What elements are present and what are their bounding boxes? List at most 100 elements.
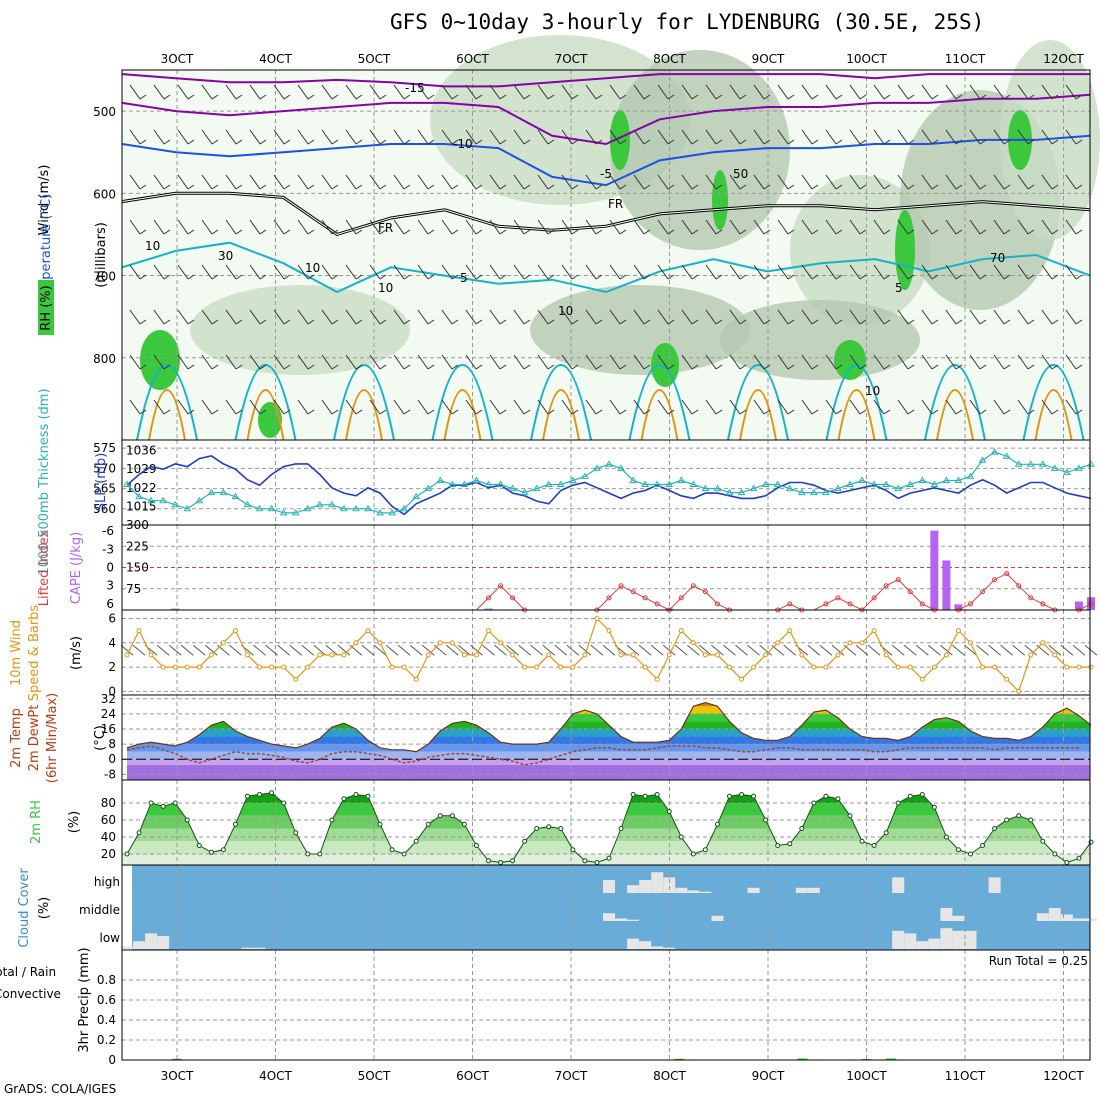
wind-marker (654, 676, 660, 682)
wind-barb (249, 219, 261, 235)
run-total-label: Run Total = 0.25 (989, 954, 1088, 968)
rh-marker (666, 809, 672, 814)
wind-barb (441, 129, 453, 145)
freezing-label: FR (378, 221, 393, 235)
wind10m-barb (180, 644, 194, 656)
wind-barb-flag (595, 139, 603, 145)
thickness-marker (472, 476, 481, 483)
thickness-marker (990, 448, 999, 455)
lifted-marker (1028, 595, 1034, 601)
wind-barb (993, 309, 1005, 325)
rh-marker (727, 793, 732, 799)
wind-barb (897, 309, 909, 325)
wind-barb (129, 174, 141, 190)
thickness-marker (942, 476, 951, 483)
temp-contour-label: 10 (558, 304, 573, 318)
wind-marker (437, 640, 443, 646)
wind-barb (1017, 264, 1029, 280)
wind-barb (441, 309, 453, 325)
wind-barb (849, 219, 861, 235)
lifted-tick: -6 (102, 524, 114, 538)
thickness-marker (785, 484, 794, 492)
wind-marker (919, 676, 925, 682)
wind10m-barb (674, 644, 688, 656)
wind-barb-flag (955, 139, 963, 145)
rh-axis-label: RH (%) (39, 285, 54, 330)
wind-barb (561, 129, 573, 145)
lifted-marker (823, 601, 829, 607)
wind-barb (345, 399, 357, 415)
wind-barb (897, 354, 909, 370)
wind-barb-flag (931, 364, 939, 370)
wind-barb (417, 219, 429, 235)
wind-barb (225, 399, 237, 415)
wind-barb (825, 399, 837, 415)
wind-barb (1017, 399, 1029, 415)
wind-barb (369, 309, 381, 325)
wind-barb (273, 129, 285, 145)
wind-barb (201, 399, 213, 415)
wind-barb-flag (1051, 184, 1059, 190)
wind-barb-flag (235, 409, 243, 415)
rh-marker (931, 804, 937, 810)
rh-marker (1028, 817, 1034, 823)
wind-barb (561, 84, 573, 100)
thickness-marker (219, 488, 228, 496)
thickness-marker (1026, 460, 1035, 467)
wind-barb (393, 264, 405, 280)
lifted-marker (895, 577, 901, 583)
rh-shading (790, 175, 930, 325)
bottom-date-label: 8OCT (653, 1069, 686, 1083)
wind-barb (945, 354, 957, 370)
wind-barb-flag (883, 229, 891, 235)
precip-tick: 0.4 (97, 1013, 116, 1027)
wind-barb-flag (211, 139, 219, 145)
wind-barb-flag (427, 139, 435, 145)
rh-marker (377, 821, 383, 827)
wind10m-barb (976, 644, 989, 656)
wind-barb (705, 399, 717, 415)
rh-marker (546, 824, 552, 830)
slp-tick: 1036 (126, 444, 157, 458)
lifted-marker (968, 601, 973, 607)
wind-barb-flag (139, 364, 147, 370)
top-date-label: 5OCT (358, 52, 391, 66)
wind-barb-flag (259, 139, 267, 145)
wind-barb-flag (883, 364, 891, 370)
wind-barb (321, 399, 333, 415)
wind-barb (777, 129, 789, 145)
wind-marker (558, 664, 564, 670)
wind-barb (129, 219, 141, 235)
cloud-bar (651, 872, 664, 893)
wind-barb (441, 354, 453, 370)
wind-barb (873, 84, 885, 100)
wind-barb-flag (1051, 364, 1059, 370)
wind-barb (297, 354, 309, 370)
wind-barb-flag (211, 364, 219, 370)
wind-barb (825, 129, 837, 145)
thickness-tick: 560 (93, 502, 116, 516)
wind-barb (873, 264, 885, 280)
temp-contour-minus15 (121, 73, 1090, 88)
wind-barb-flag (379, 409, 387, 415)
wind-barb-flag (1003, 184, 1011, 190)
wind-barb-flag (307, 94, 315, 100)
thickness-marker (846, 480, 854, 488)
wind10m-barb (361, 644, 375, 656)
wind-barb-flag (163, 229, 171, 235)
wind10m-barb (590, 644, 604, 656)
wind10m-barb (662, 644, 676, 656)
rh-marker (425, 821, 431, 827)
wind-marker (642, 664, 648, 670)
wind-barb (753, 129, 765, 145)
wind-barb (753, 84, 765, 100)
wind10m-barb (229, 644, 242, 656)
wind-barb-flag (331, 94, 339, 100)
wind-barb (297, 309, 309, 325)
lifted-tick: 0 (106, 561, 114, 575)
wind-barb-flag (979, 274, 987, 280)
wind-marker (498, 640, 504, 646)
wind-barb (1041, 354, 1053, 370)
wind10m-barb (831, 644, 845, 656)
wind-barb (249, 84, 261, 100)
